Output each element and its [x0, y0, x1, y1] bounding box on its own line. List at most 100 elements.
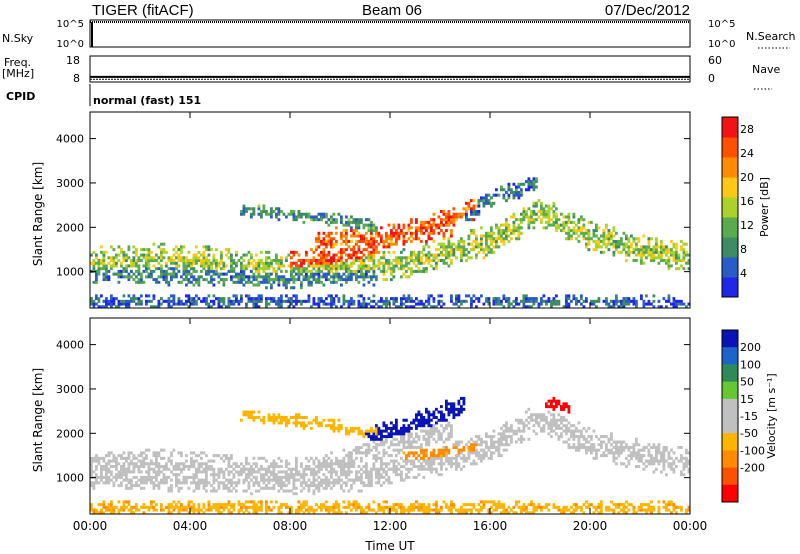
heatmap-cell: [157, 302, 161, 306]
heatmap-cell: [555, 212, 558, 216]
heatmap-cell: [517, 223, 521, 227]
heatmap-cell: [127, 478, 131, 482]
heatmap-cell: [192, 299, 196, 303]
heatmap-cell: [320, 261, 323, 265]
heatmap-cell: [597, 503, 601, 507]
heatmap-cell: [345, 223, 348, 227]
heatmap-cell: [335, 275, 338, 279]
heatmap-cell: [215, 272, 218, 276]
heatmap-cell: [290, 256, 293, 260]
heatmap-cell: [300, 269, 303, 273]
heatmap-cell: [652, 248, 656, 252]
heatmap-cell: [300, 473, 303, 477]
heatmap-cell: [422, 421, 426, 425]
heatmap-cell: [282, 212, 286, 216]
heatmap-cell: [207, 305, 211, 309]
heatmap-cell: [377, 264, 381, 268]
heatmap-cell: [177, 467, 181, 471]
heatmap-cell: [495, 242, 498, 246]
heatmap-cell: [527, 177, 531, 181]
heatmap-cell: [297, 478, 301, 482]
heatmap-cell: [505, 437, 508, 441]
heatmap-cell: [105, 278, 108, 282]
heatmap-cell: [162, 465, 166, 469]
heatmap-cell: [252, 500, 256, 504]
heatmap-cell: [567, 302, 571, 306]
heatmap-cell: [325, 459, 328, 463]
heatmap-cell: [297, 421, 301, 425]
heatmap-cell: [462, 448, 466, 452]
heatmap-cell: [307, 215, 311, 219]
heatmap-cell: [357, 267, 361, 271]
heatmap-cell: [265, 467, 268, 471]
heatmap-cell: [382, 250, 386, 254]
heatmap-cell: [192, 465, 196, 469]
heatmap-cell: [160, 508, 163, 512]
heatmap-cell: [182, 467, 186, 471]
heatmap-cell: [167, 459, 171, 463]
heatmap-cell: [312, 467, 316, 471]
heatmap-cell: [362, 253, 366, 257]
heatmap-cell: [270, 418, 273, 422]
heatmap-cell: [675, 256, 678, 260]
heatmap-cell: [127, 462, 131, 466]
heatmap-cell: [457, 440, 461, 444]
heatmap-cell: [242, 503, 246, 507]
heatmap-cell: [200, 275, 203, 279]
heatmap-cell: [415, 435, 418, 439]
heatmap-cell: [505, 429, 508, 433]
heatmap-cell: [425, 421, 428, 425]
heatmap-cell: [422, 448, 426, 452]
heatmap-cell: [637, 248, 641, 252]
heatmap-cell: [172, 294, 176, 298]
heatmap-cell: [395, 237, 398, 241]
heatmap-cell: [577, 220, 581, 224]
heatmap-cell: [260, 467, 263, 471]
heatmap-cell: [450, 242, 453, 246]
heatmap-cell: [175, 302, 178, 306]
heatmap-cell: [437, 223, 441, 227]
heatmap-cell: [177, 505, 181, 509]
heatmap-cell: [462, 454, 466, 458]
heatmap-cell: [427, 261, 431, 265]
heatmap-cell: [112, 459, 116, 463]
heatmap-cell: [497, 299, 501, 303]
heatmap-cell: [205, 278, 208, 282]
heatmap-cell: [185, 302, 188, 306]
heatmap-cell: [232, 505, 236, 509]
heatmap-cell: [307, 421, 311, 425]
heatmap-cell: [407, 432, 411, 436]
heatmap-cell: [287, 467, 291, 471]
heatmap-cell: [305, 253, 308, 257]
heatmap-cell: [390, 269, 393, 273]
heatmap-cell: [420, 239, 423, 243]
heatmap-cell: [280, 210, 283, 214]
heatmap-cell: [365, 462, 368, 466]
heatmap-cell: [252, 264, 256, 268]
heatmap-cell: [112, 272, 116, 276]
heatmap-cell: [582, 305, 586, 309]
heatmap-cell: [507, 182, 511, 186]
heatmap-cell: [312, 272, 316, 276]
heatmap-cell: [355, 508, 358, 512]
heatmap-cell: [540, 210, 543, 214]
heatmap-cell: [220, 250, 223, 254]
heatmap-cell: [152, 269, 156, 273]
heatmap-cell: [272, 297, 276, 301]
colorbar-tick-label: 24: [740, 147, 754, 160]
heatmap-cell: [167, 475, 171, 479]
heatmap-cell: [162, 275, 166, 279]
heatmap-cell: [122, 465, 126, 469]
heatmap-cell: [262, 456, 266, 460]
heatmap-cell: [435, 508, 438, 512]
heatmap-cell: [255, 475, 258, 479]
heatmap-cell: [337, 426, 341, 430]
heatmap-cell: [310, 508, 313, 512]
heatmap-cell: [252, 418, 256, 422]
heatmap-cell: [547, 207, 551, 211]
heatmap-cell: [340, 237, 343, 241]
heatmap-cell: [420, 269, 423, 273]
heatmap-cell: [190, 505, 193, 509]
heatmap-cell: [390, 508, 393, 512]
heatmap-cell: [125, 484, 128, 488]
